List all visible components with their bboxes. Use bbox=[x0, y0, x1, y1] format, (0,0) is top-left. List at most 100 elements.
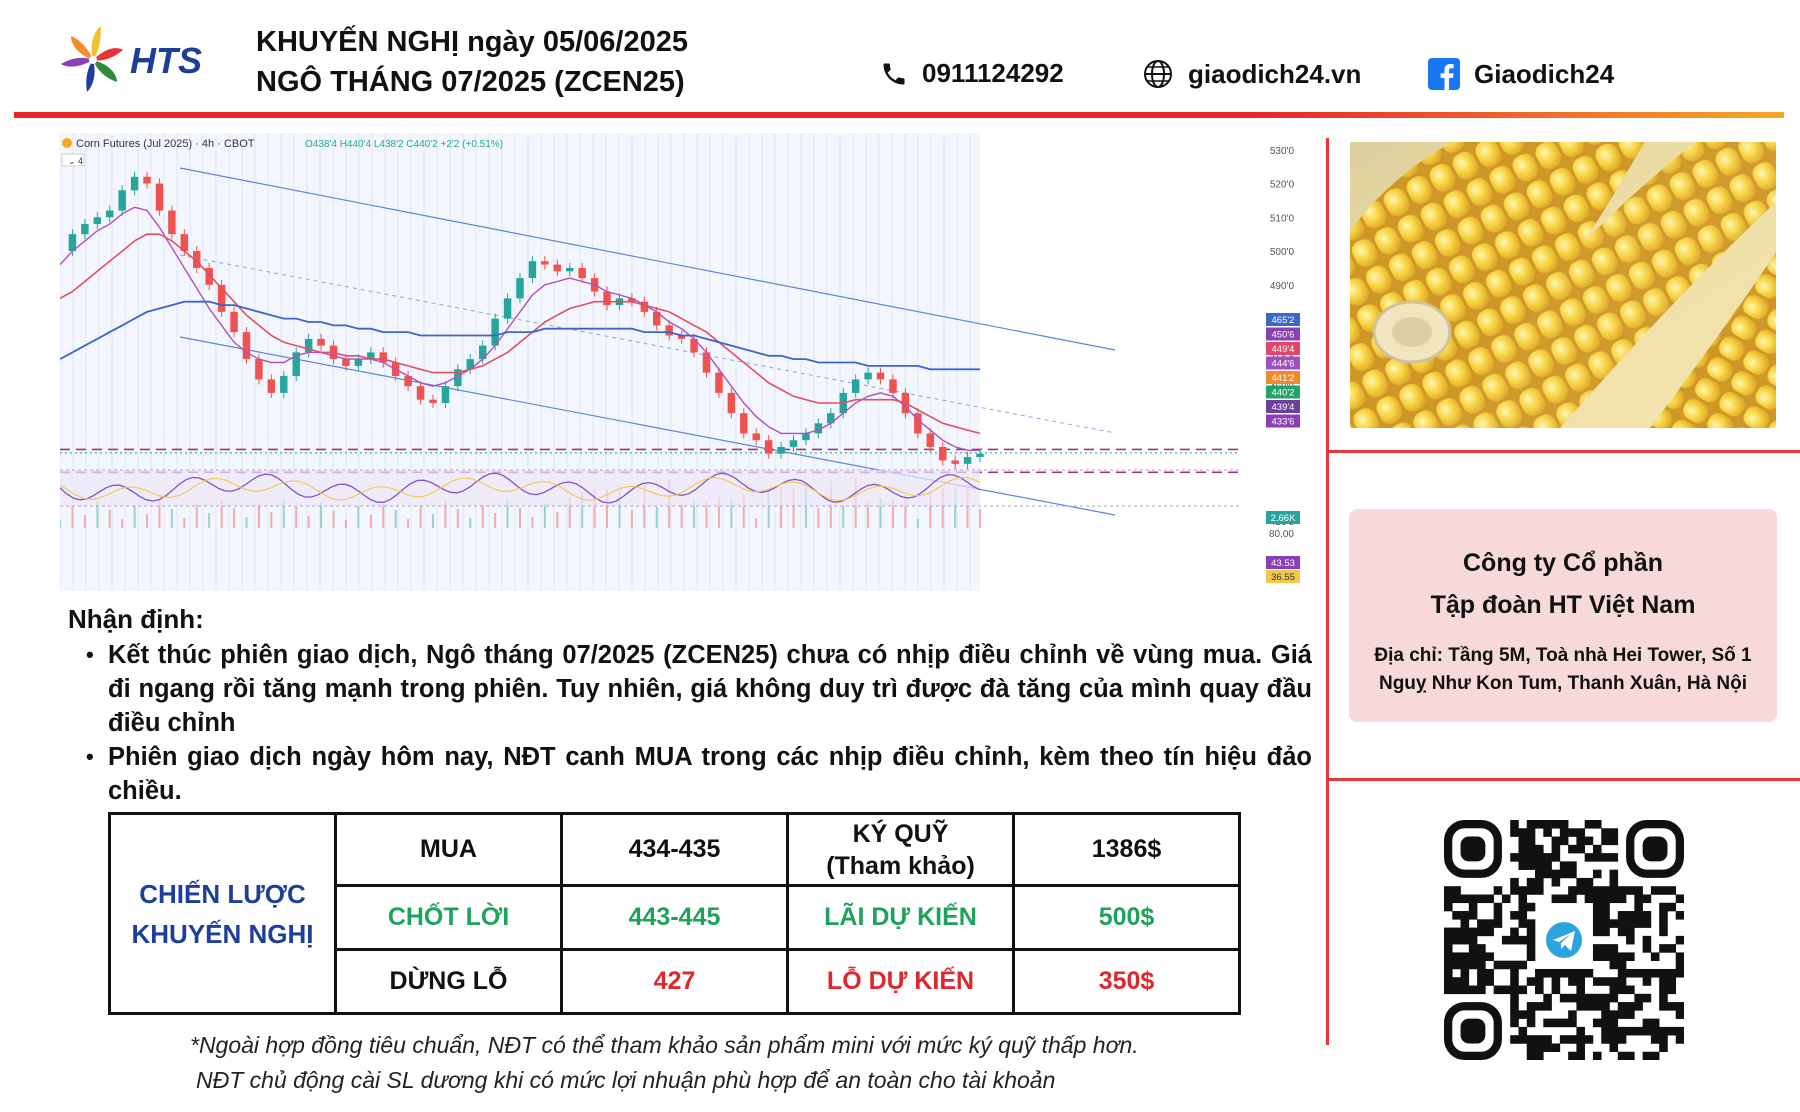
qr-module bbox=[1477, 894, 1486, 904]
volume-bar bbox=[133, 505, 136, 528]
qr-module bbox=[1592, 853, 1602, 862]
qr-module bbox=[1659, 968, 1668, 978]
qr-module bbox=[1510, 1018, 1519, 1028]
volume-bar bbox=[208, 513, 211, 528]
volume-bar bbox=[394, 510, 397, 528]
oscillator-tick-label: 80.00 bbox=[1269, 529, 1294, 540]
qr-module bbox=[1535, 977, 1544, 986]
qr-module bbox=[1559, 828, 1569, 837]
volume-bar bbox=[83, 515, 86, 528]
volume-bar bbox=[357, 506, 360, 528]
qr-module bbox=[1617, 1035, 1627, 1044]
qr-module bbox=[1452, 911, 1461, 920]
candle-body bbox=[416, 386, 425, 400]
candle-body bbox=[106, 210, 114, 218]
qr-module bbox=[1535, 1035, 1544, 1044]
title-line-1: KHUYẾN NGHỊ ngày 05/06/2025 bbox=[256, 26, 688, 58]
qr-module bbox=[1592, 919, 1602, 928]
qr-module bbox=[1576, 1043, 1585, 1053]
volume-bar bbox=[742, 494, 745, 528]
qr-module bbox=[1460, 968, 1470, 978]
price-tag-label: 450'6 bbox=[1272, 330, 1295, 341]
volume-bar bbox=[320, 502, 323, 528]
qr-module bbox=[1518, 911, 1528, 920]
qr-module bbox=[1526, 952, 1536, 961]
qr-module bbox=[1609, 1018, 1619, 1028]
qr-module bbox=[1659, 911, 1668, 920]
qr-module bbox=[1626, 927, 1635, 937]
qr-module bbox=[1626, 985, 1635, 995]
margin-label-line-1: KÝ QUỸ bbox=[852, 819, 949, 848]
qr-module bbox=[1617, 960, 1627, 970]
qr-module bbox=[1576, 836, 1585, 846]
hts-logo: HTS bbox=[60, 22, 210, 97]
qr-module bbox=[1535, 844, 1544, 854]
price-tag-label: 433'6 bbox=[1272, 417, 1295, 428]
qr-module bbox=[1584, 1035, 1594, 1044]
qr-finder-inner bbox=[1460, 836, 1486, 862]
company-name-line-2: Tập đoàn HT Việt Nam bbox=[1430, 591, 1696, 619]
qr-module bbox=[1609, 894, 1619, 904]
candle-body bbox=[193, 251, 201, 268]
qr-module bbox=[1452, 952, 1461, 961]
qr-module bbox=[1626, 935, 1635, 945]
qr-module bbox=[1543, 968, 1552, 978]
qr-module bbox=[1675, 1035, 1685, 1044]
volume-bar bbox=[630, 510, 633, 528]
qr-module bbox=[1493, 911, 1503, 920]
candle-body bbox=[653, 311, 661, 326]
qr-module bbox=[1576, 1035, 1585, 1044]
qr-module bbox=[1601, 952, 1610, 961]
volume-bar bbox=[146, 514, 149, 528]
telegram-qr-code[interactable] bbox=[1444, 820, 1685, 1061]
qr-module bbox=[1675, 894, 1685, 904]
qr-module bbox=[1675, 952, 1685, 961]
volume-bar bbox=[481, 504, 484, 528]
take-profit-range: 443-445 bbox=[560, 884, 789, 951]
qr-module bbox=[1526, 1051, 1536, 1061]
qr-module bbox=[1510, 993, 1519, 1003]
qr-module bbox=[1584, 1002, 1594, 1011]
qr-module bbox=[1634, 993, 1643, 1003]
phone-contact[interactable]: 0911124292 bbox=[880, 58, 1064, 89]
candle-body bbox=[914, 413, 922, 434]
qr-module bbox=[1526, 877, 1536, 887]
qr-module bbox=[1642, 1018, 1652, 1028]
qr-module bbox=[1526, 844, 1536, 854]
website-contact[interactable]: giaodich24.vn bbox=[1142, 58, 1361, 90]
qr-module bbox=[1609, 1026, 1619, 1036]
strategy-label-line-1: CHIẾN LƯỢC bbox=[139, 878, 306, 909]
volume-bar bbox=[407, 519, 410, 528]
qr-module bbox=[1518, 861, 1528, 870]
candle-body bbox=[130, 176, 139, 191]
candle-body bbox=[454, 369, 462, 387]
qr-module bbox=[1543, 820, 1552, 829]
qr-module bbox=[1551, 836, 1561, 846]
qr-finder-outer bbox=[1444, 820, 1502, 878]
qr-module bbox=[1535, 1051, 1544, 1061]
expected-loss-label: LỖ DỰ KIẾN bbox=[786, 948, 1015, 1015]
oscillator-tag-label: 36.55 bbox=[1271, 572, 1295, 583]
qr-module bbox=[1551, 853, 1561, 862]
qr-module bbox=[1634, 919, 1643, 928]
qr-finder-outer bbox=[1626, 820, 1684, 878]
facebook-contact[interactable]: Giaodich24 bbox=[1428, 58, 1614, 90]
qr-module bbox=[1526, 927, 1536, 937]
right-column-divider bbox=[1326, 138, 1329, 1045]
qr-module bbox=[1452, 960, 1461, 970]
qr-module bbox=[1568, 894, 1577, 904]
qr-module bbox=[1535, 820, 1544, 829]
qr-module bbox=[1626, 1010, 1635, 1019]
qr-module bbox=[1675, 1002, 1685, 1011]
qr-module bbox=[1444, 927, 1453, 937]
qr-module bbox=[1568, 861, 1577, 870]
qr-module bbox=[1518, 960, 1528, 970]
qr-module bbox=[1444, 935, 1453, 945]
strategy-label: CHIẾN LƯỢC KHUYẾN NGHỊ bbox=[108, 812, 337, 1015]
candle-body bbox=[143, 176, 151, 184]
qr-module bbox=[1526, 886, 1536, 895]
qr-module bbox=[1526, 919, 1536, 928]
qr-module bbox=[1510, 911, 1519, 920]
qr-module bbox=[1526, 1035, 1536, 1044]
qr-module bbox=[1559, 820, 1569, 829]
